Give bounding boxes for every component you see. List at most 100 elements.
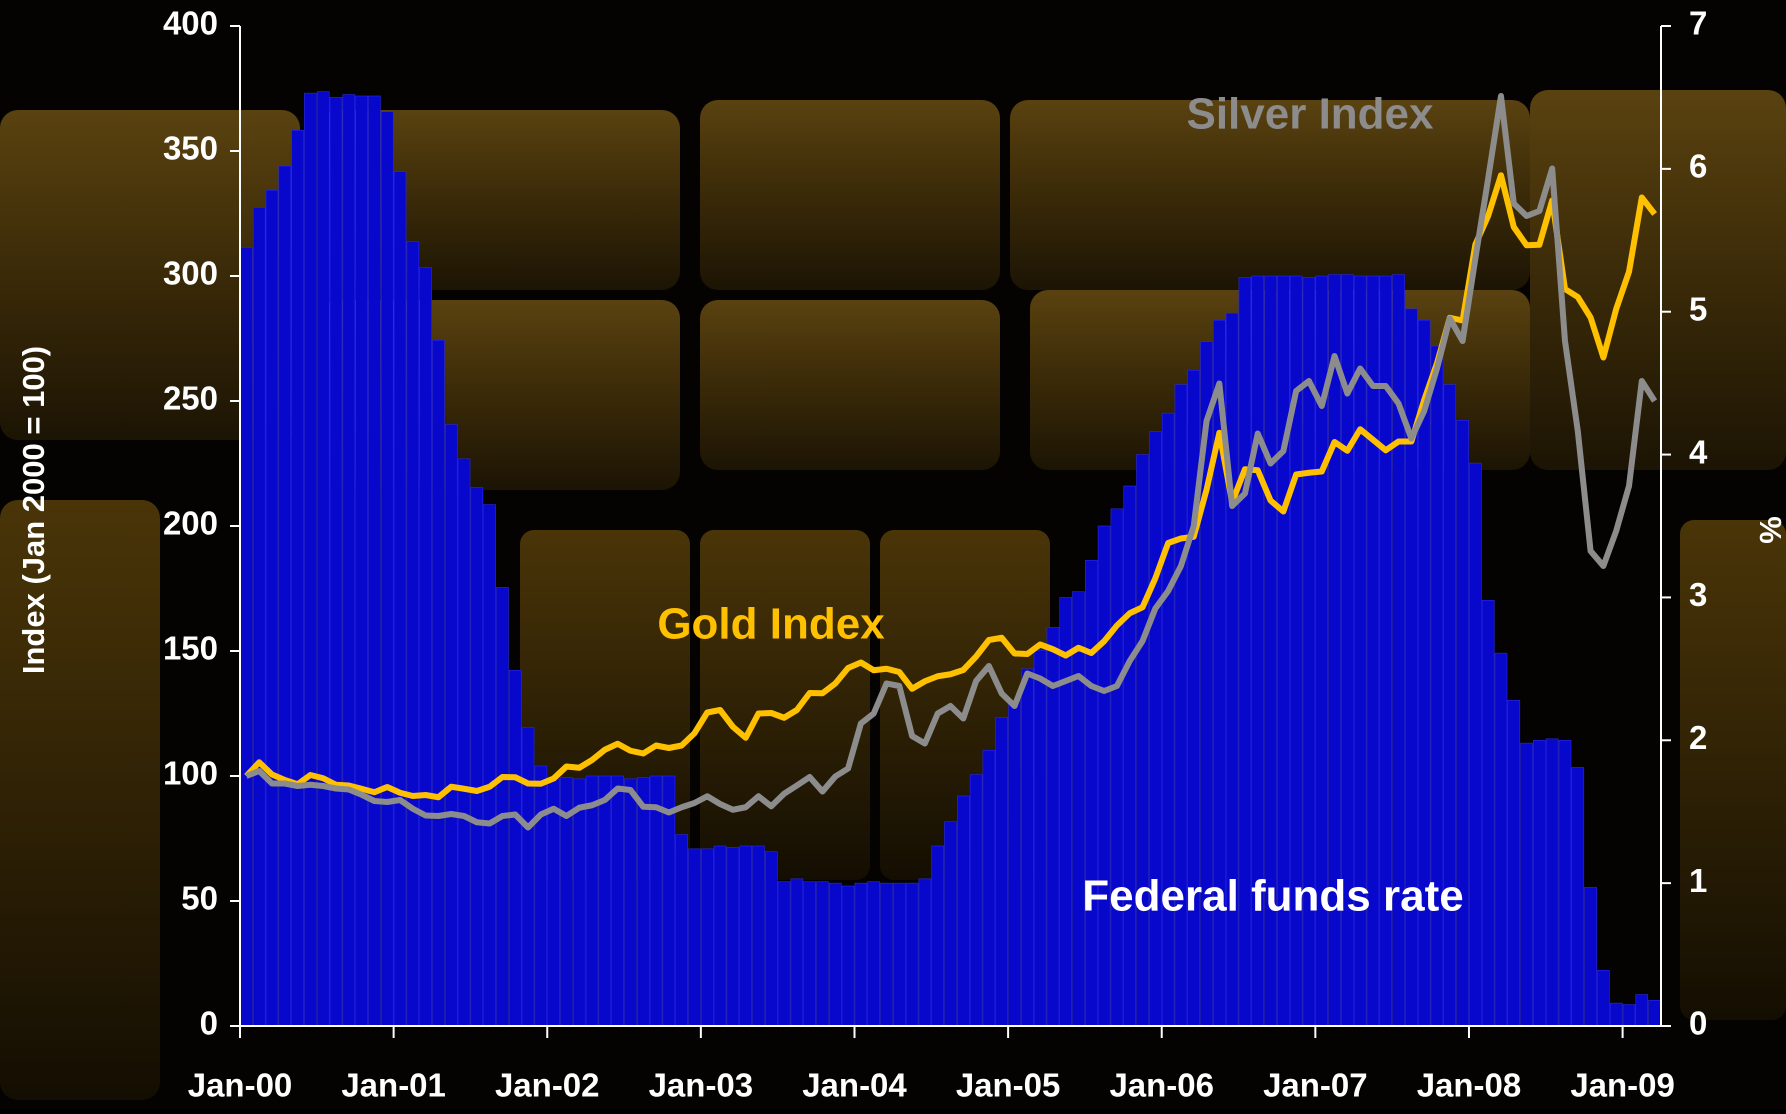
y2-tick-label: 3	[1689, 576, 1707, 613]
bar	[1149, 431, 1162, 1027]
bar	[675, 834, 688, 1027]
y-tick-label: 150	[163, 630, 218, 667]
bar	[982, 749, 996, 1027]
bar	[1123, 485, 1137, 1027]
y-tick-label: 0	[200, 1005, 218, 1042]
bar	[1558, 739, 1572, 1027]
y2-tick-label: 0	[1689, 1005, 1707, 1042]
x-tick-label: Jan-09	[1570, 1067, 1675, 1104]
bar	[726, 847, 740, 1027]
bar	[611, 775, 624, 1027]
bar	[828, 882, 842, 1027]
x-tick-label: Jan-03	[649, 1067, 754, 1104]
y2-tick-label: 4	[1689, 433, 1708, 470]
y-tick-label: 50	[181, 880, 218, 917]
bar	[355, 95, 368, 1027]
bar	[598, 775, 612, 1027]
bar	[1481, 599, 1495, 1027]
bar	[508, 669, 522, 1027]
y2-tick-label: 6	[1689, 148, 1707, 185]
bar	[1059, 597, 1073, 1027]
bar	[1520, 742, 1533, 1027]
bar	[1571, 767, 1585, 1027]
bar	[790, 878, 804, 1027]
bar	[816, 881, 829, 1027]
bar	[585, 775, 599, 1027]
bar	[752, 845, 765, 1027]
bar	[1597, 969, 1610, 1027]
bar	[1008, 699, 1021, 1027]
y-tick-label: 100	[163, 755, 218, 792]
bar	[700, 848, 714, 1027]
bar	[624, 778, 637, 1027]
y-tick-label: 300	[163, 255, 218, 292]
x-tick-label: Jan-02	[495, 1067, 600, 1104]
bar	[636, 777, 650, 1027]
y-tick-label: 200	[163, 505, 218, 542]
y2-tick-label: 2	[1689, 719, 1707, 756]
y-tick-label: 250	[163, 380, 218, 417]
bar	[419, 267, 432, 1027]
bar	[457, 458, 471, 1027]
bar	[739, 845, 752, 1027]
x-tick-label: Jan-07	[1263, 1067, 1368, 1104]
bar	[1110, 508, 1124, 1027]
y-axis-label: Index (Jan 2000 = 100)	[16, 346, 51, 674]
bar	[803, 881, 816, 1027]
x-tick-label: Jan-06	[1109, 1067, 1214, 1104]
bar	[470, 487, 484, 1027]
bar	[944, 821, 957, 1027]
bar	[483, 504, 496, 1027]
bar	[329, 97, 343, 1027]
bar	[393, 171, 407, 1027]
bar	[777, 881, 791, 1027]
bar	[380, 111, 394, 1027]
bar	[496, 587, 509, 1027]
bar	[1609, 1002, 1623, 1027]
y-tick-label: 400	[163, 5, 218, 42]
plot	[240, 91, 1661, 1027]
y2-tick-label: 1	[1689, 862, 1707, 899]
bar	[957, 795, 970, 1027]
bar	[1545, 738, 1559, 1027]
bar	[432, 339, 445, 1027]
bar	[841, 885, 855, 1027]
bar	[764, 851, 778, 1027]
y-tick-label: 350	[163, 130, 218, 167]
bar	[342, 94, 356, 1027]
bar	[291, 129, 304, 1027]
series-label: Gold Index	[657, 600, 885, 649]
bar	[1533, 739, 1546, 1027]
bar	[1469, 462, 1482, 1027]
bar	[304, 92, 317, 1027]
bar	[368, 95, 381, 1027]
bar	[1021, 668, 1034, 1027]
bar	[918, 878, 932, 1027]
bar	[713, 845, 727, 1027]
bar	[1507, 699, 1521, 1027]
bar	[1033, 649, 1047, 1027]
bar	[572, 778, 586, 1027]
y2-tick-label: 7	[1689, 5, 1707, 42]
bar	[265, 189, 279, 1027]
bar	[252, 207, 266, 1027]
bar	[1085, 559, 1098, 1027]
bar	[521, 727, 535, 1027]
bar	[1161, 412, 1175, 1027]
x-tick-label: Jan-00	[188, 1067, 293, 1104]
bar	[1635, 994, 1649, 1027]
bar	[1622, 1004, 1636, 1027]
bar	[1136, 454, 1149, 1027]
bar	[867, 881, 880, 1027]
x-tick-label: Jan-01	[341, 1067, 446, 1104]
x-tick-label: Jan-08	[1417, 1067, 1522, 1104]
bar	[892, 882, 906, 1027]
bar	[1456, 419, 1469, 1027]
bar	[688, 848, 701, 1027]
bar	[406, 241, 420, 1027]
line-series	[245, 93, 1658, 831]
bar	[880, 882, 893, 1027]
bar	[1072, 591, 1085, 1027]
